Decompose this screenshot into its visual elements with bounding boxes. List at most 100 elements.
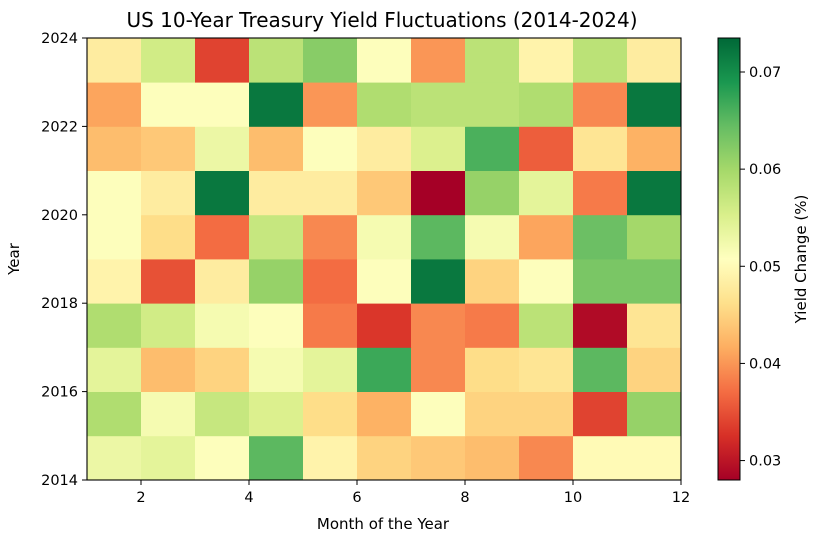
heatmap-cell [519, 126, 574, 171]
heatmap-cell [195, 347, 250, 392]
heatmap-cell [357, 38, 412, 83]
heatmap-cell [627, 126, 682, 171]
heatmap-cell [357, 435, 412, 481]
heatmap-cell [87, 214, 142, 260]
heatmap-cell [465, 82, 520, 127]
heatmap-cell [411, 303, 466, 348]
heatmap-cell [465, 435, 520, 481]
heatmap-cell [141, 347, 196, 392]
heatmap-cell [303, 82, 358, 127]
colorbar-tick-label: 0.07 [749, 65, 781, 81]
chart-title: US 10-Year Treasury Yield Fluctuations (… [126, 8, 637, 32]
colorbar-tick-label: 0.05 [749, 259, 781, 275]
heatmap-cell [249, 82, 304, 127]
heatmap-cell [303, 347, 358, 392]
heatmap-cell [303, 170, 358, 216]
heatmap-cell [627, 214, 682, 260]
y-tick-label: 2018 [41, 296, 78, 312]
heatmap-cell [465, 38, 520, 83]
y-tick-label: 2014 [41, 473, 78, 489]
y-tick-label: 2022 [41, 119, 78, 135]
heatmap-cell [87, 347, 142, 392]
heatmap-cell [573, 170, 628, 216]
heatmap-cell [627, 38, 682, 83]
heatmap-cell [141, 38, 196, 83]
heatmap-cell [249, 126, 304, 171]
heatmap-cell [87, 303, 142, 348]
heatmap-cell [627, 435, 682, 481]
heatmap-cell [411, 126, 466, 171]
heatmap-cell [519, 38, 574, 83]
colorbar [717, 37, 741, 481]
y-tick-label: 2024 [41, 31, 78, 47]
heatmap-cell [195, 435, 250, 481]
heatmap-cell [627, 303, 682, 348]
x-axis: 2 4 6 8 10 12 [136, 480, 690, 506]
heatmap-cell [573, 259, 628, 304]
heatmap-cell [195, 391, 250, 437]
heatmap-cell [411, 214, 466, 260]
heatmap-cell [303, 38, 358, 83]
heatmap-cell [465, 259, 520, 304]
colorbar-tick-label: 0.06 [749, 162, 781, 178]
heatmap-cell [195, 259, 250, 304]
heatmap-cell [465, 347, 520, 392]
heatmap-cell [141, 435, 196, 481]
colorbar-tick-label: 0.04 [749, 356, 781, 372]
heatmap-cell [519, 170, 574, 216]
heatmap-cell [411, 391, 466, 437]
heatmap-cell [141, 303, 196, 348]
heatmap-cell [249, 391, 304, 437]
heatmap-cell [573, 347, 628, 392]
heatmap-cell [573, 435, 628, 481]
heatmap-cell [141, 126, 196, 171]
heatmap-cell [87, 391, 142, 437]
heatmap-cell [573, 126, 628, 171]
heatmap-cell [141, 214, 196, 260]
heatmap-cell [519, 214, 574, 260]
heatmap-cell [465, 391, 520, 437]
heatmap-cell [87, 259, 142, 304]
heatmap-cell [357, 391, 412, 437]
heatmap-cell [411, 435, 466, 481]
heatmap-cell [357, 82, 412, 127]
heatmap-cell [87, 170, 142, 216]
heatmap-cell [87, 82, 142, 127]
heatmap-cell [141, 170, 196, 216]
x-tick-label: 4 [244, 490, 253, 506]
plot-frame [86, 37, 682, 481]
heatmap-cell [195, 126, 250, 171]
heatmap-cell [357, 170, 412, 216]
colorbar-axis: 0.03 0.04 0.05 0.06 0.07 [740, 65, 781, 470]
x-tick-label: 2 [136, 490, 145, 506]
heatmap-cell [249, 435, 304, 481]
y-tick-label: 2020 [41, 208, 78, 224]
heatmap-cell [249, 38, 304, 83]
heatmap-cell [519, 391, 574, 437]
heatmap-cell [195, 303, 250, 348]
heatmap-cell [411, 38, 466, 83]
heatmap-cell [627, 259, 682, 304]
x-tick-label: 6 [352, 490, 361, 506]
colorbar-label: Yield Change (%) [792, 195, 810, 325]
x-tick-label: 8 [460, 490, 469, 506]
heatmap-cell [465, 170, 520, 216]
heatmap-cell [249, 303, 304, 348]
heatmap-cell [87, 38, 142, 83]
heatmap-cell [519, 82, 574, 127]
x-tick-label: 12 [672, 490, 690, 506]
heatmap-cell [411, 259, 466, 304]
heatmap-cell [303, 435, 358, 481]
heatmap-cell [357, 126, 412, 171]
colorbar-tick-label: 0.03 [749, 454, 781, 470]
heatmap-cell [195, 82, 250, 127]
heatmap-cell [519, 347, 574, 392]
heatmap-cell [357, 347, 412, 392]
heatmap-cell [411, 170, 466, 216]
heatmap-cell [465, 303, 520, 348]
heatmap-cell [303, 214, 358, 260]
heatmap-cell [249, 259, 304, 304]
heatmap-cell [357, 214, 412, 260]
